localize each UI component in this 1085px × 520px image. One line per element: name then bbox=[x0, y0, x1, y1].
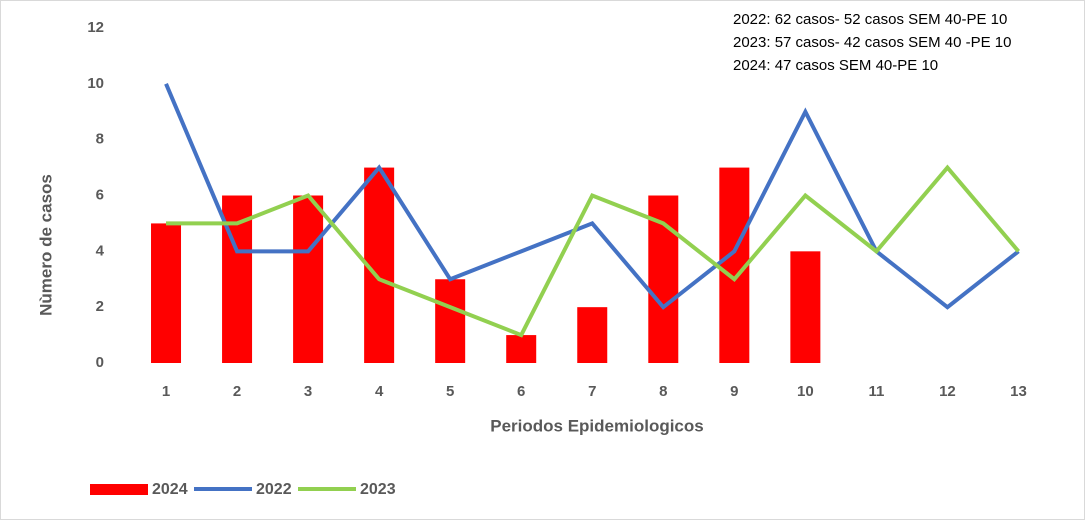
annotation: 2022: 62 casos- 52 casos SEM 40-PE 10 bbox=[733, 11, 1007, 28]
x-tick-label: 12 bbox=[939, 383, 956, 400]
x-tick-label: 2 bbox=[233, 383, 241, 400]
annotation: 2024: 47 casos SEM 40-PE 10 bbox=[733, 57, 938, 74]
bar bbox=[577, 307, 608, 363]
annotation: 2023: 57 casos- 42 casos SEM 40 -PE 10 bbox=[733, 34, 1012, 51]
y-tick-label: 12 bbox=[87, 19, 104, 36]
x-tick-label: 10 bbox=[797, 383, 814, 400]
x-tick-label: 13 bbox=[1010, 383, 1027, 400]
x-tick-label: 8 bbox=[659, 383, 667, 400]
bar bbox=[151, 223, 182, 363]
y-tick-label: 2 bbox=[96, 298, 104, 315]
y-tick-label: 0 bbox=[96, 354, 104, 371]
bar bbox=[790, 251, 821, 363]
x-tick-label: 5 bbox=[446, 383, 454, 400]
bar bbox=[435, 279, 466, 363]
x-tick-label: 11 bbox=[868, 383, 884, 400]
y-tick-label: 4 bbox=[96, 242, 105, 259]
legend-label: 2023 bbox=[360, 481, 396, 498]
x-tick-label: 9 bbox=[730, 383, 738, 400]
y-tick-label: 8 bbox=[96, 131, 104, 148]
x-tick-label: 7 bbox=[588, 383, 596, 400]
x-axis-label: Periodos Epidemiologicos bbox=[490, 416, 703, 435]
legend-swatch bbox=[90, 484, 148, 495]
line bbox=[166, 164, 1021, 338]
x-tick-label: 3 bbox=[304, 383, 312, 400]
legend-label: 2024 bbox=[152, 481, 188, 498]
x-tick-label: 1 bbox=[162, 383, 170, 400]
y-tick-label: 6 bbox=[96, 186, 104, 203]
x-tick-label: 6 bbox=[517, 383, 525, 400]
y-axis-label: Nùmero de casos bbox=[36, 174, 55, 316]
bar bbox=[293, 195, 324, 363]
bar bbox=[506, 335, 537, 363]
legend-label: 2022 bbox=[256, 481, 292, 498]
x-tick-label: 4 bbox=[375, 383, 384, 400]
y-tick-label: 10 bbox=[87, 75, 104, 92]
